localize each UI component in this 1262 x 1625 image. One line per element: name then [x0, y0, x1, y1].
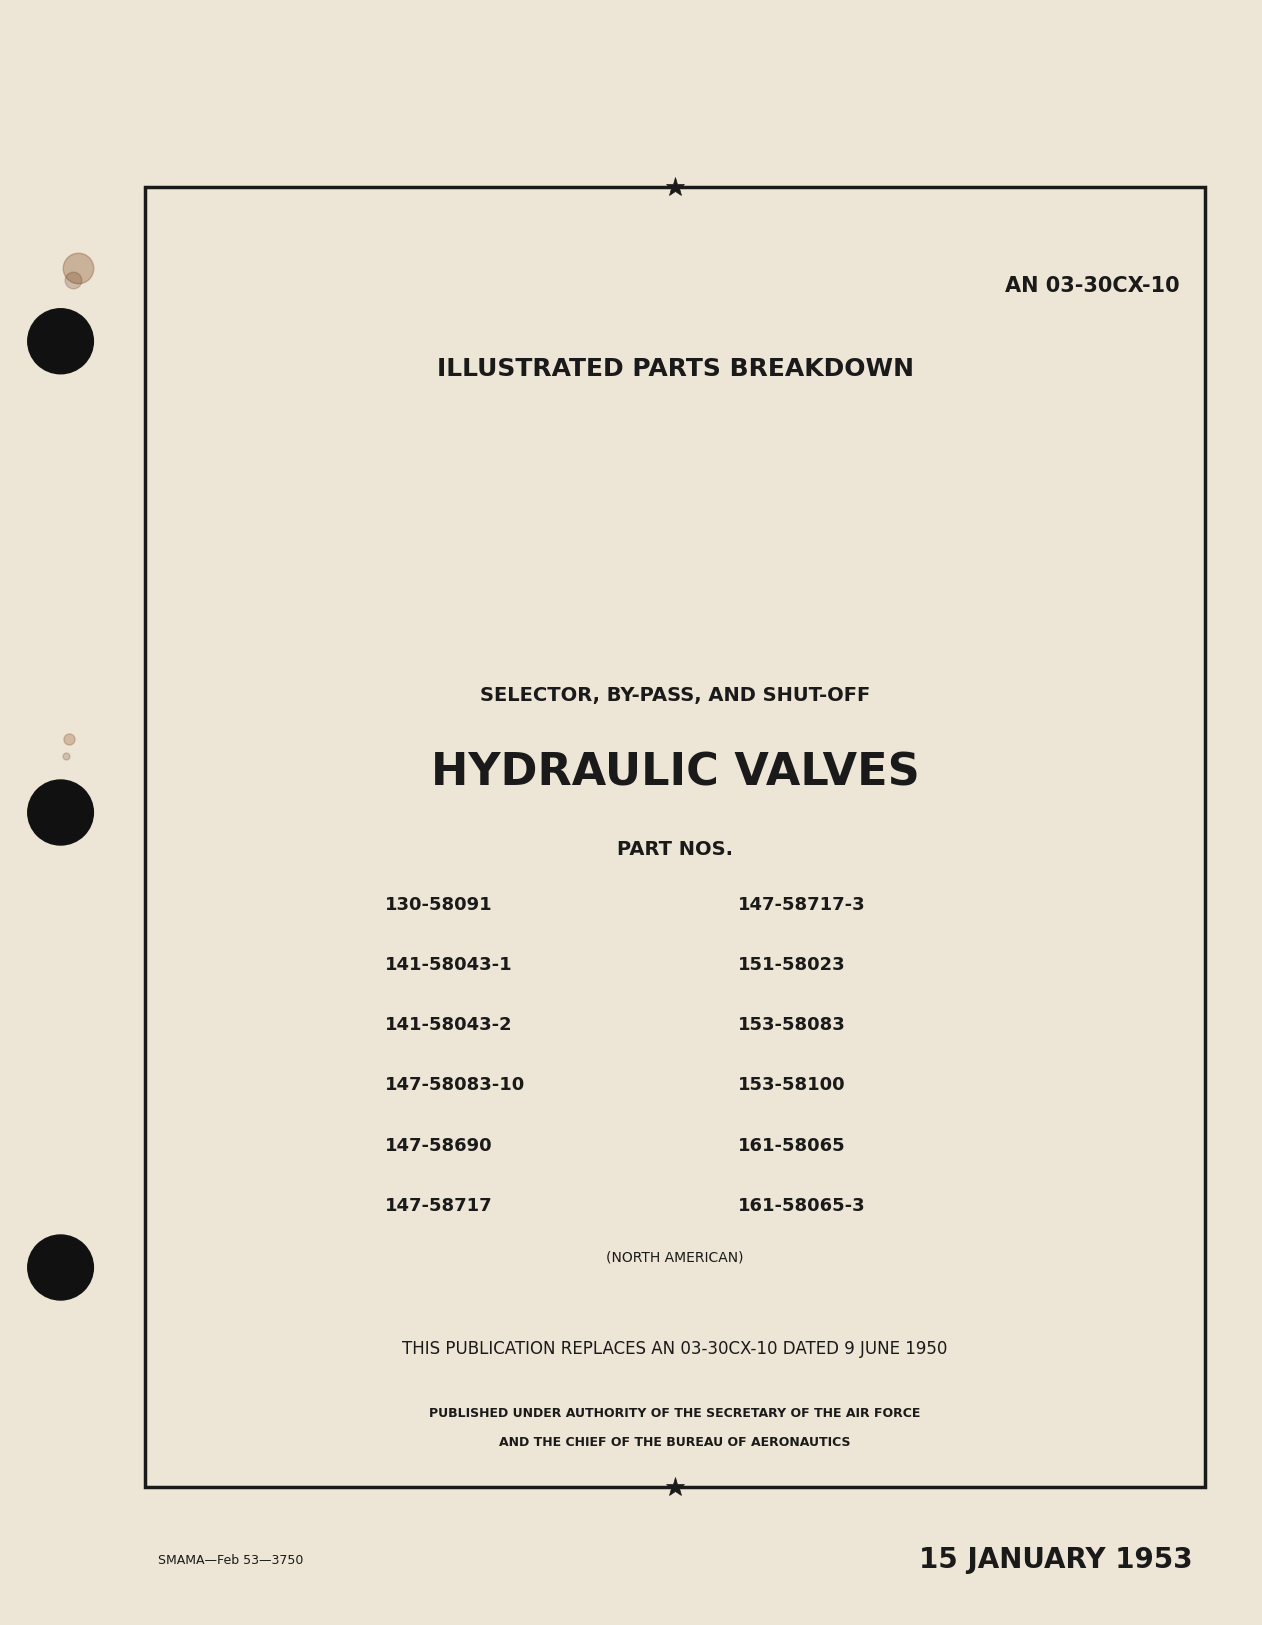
Text: 147-58690: 147-58690: [385, 1136, 492, 1155]
Text: THIS PUBLICATION REPLACES AN 03-30CX-10 DATED 9 JUNE 1950: THIS PUBLICATION REPLACES AN 03-30CX-10 …: [403, 1339, 948, 1358]
Text: 147-58083-10: 147-58083-10: [385, 1076, 525, 1095]
Ellipse shape: [28, 1235, 93, 1300]
Text: AND THE CHIEF OF THE BUREAU OF AERONAUTICS: AND THE CHIEF OF THE BUREAU OF AERONAUTI…: [500, 1436, 851, 1450]
Text: 161-58065-3: 161-58065-3: [738, 1196, 866, 1216]
Text: 147-58717-3: 147-58717-3: [738, 895, 866, 915]
Text: AN 03-30CX-10: AN 03-30CX-10: [1006, 276, 1180, 296]
Text: SELECTOR, BY-PASS, AND SHUT-OFF: SELECTOR, BY-PASS, AND SHUT-OFF: [480, 686, 871, 705]
Text: 147-58717: 147-58717: [385, 1196, 492, 1216]
Text: 141-58043-1: 141-58043-1: [385, 956, 512, 975]
Text: ILLUSTRATED PARTS BREAKDOWN: ILLUSTRATED PARTS BREAKDOWN: [437, 358, 914, 382]
Text: 161-58065: 161-58065: [738, 1136, 846, 1155]
Text: 151-58023: 151-58023: [738, 956, 846, 975]
Bar: [145, 187, 1205, 1487]
Text: SMAMA—Feb 53—3750: SMAMA—Feb 53—3750: [158, 1554, 303, 1566]
Text: PUBLISHED UNDER AUTHORITY OF THE SECRETARY OF THE AIR FORCE: PUBLISHED UNDER AUTHORITY OF THE SECRETA…: [429, 1407, 921, 1420]
Text: 141-58043-2: 141-58043-2: [385, 1016, 512, 1035]
Ellipse shape: [28, 309, 93, 374]
Text: PART NOS.: PART NOS.: [617, 840, 733, 860]
Text: 153-58083: 153-58083: [738, 1016, 846, 1035]
Text: HYDRAULIC VALVES: HYDRAULIC VALVES: [430, 752, 920, 795]
Text: 15 JANUARY 1953: 15 JANUARY 1953: [919, 1545, 1193, 1575]
Text: (NORTH AMERICAN): (NORTH AMERICAN): [607, 1251, 743, 1264]
Text: 130-58091: 130-58091: [385, 895, 492, 915]
Ellipse shape: [28, 780, 93, 845]
Text: 153-58100: 153-58100: [738, 1076, 846, 1095]
